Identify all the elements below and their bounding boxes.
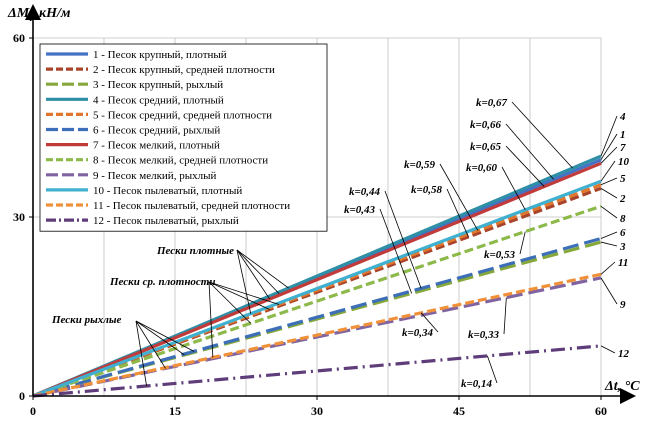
series-line-11 <box>32 272 602 398</box>
end-label-leader <box>600 241 618 247</box>
legend-entry-10: 10 - Песок пылеватый, плотный <box>93 185 242 197</box>
group-leader <box>135 320 195 352</box>
group-leader <box>208 281 280 305</box>
k-label-leader <box>505 123 554 180</box>
k-label-leader <box>384 190 422 289</box>
legend-entry-6: 6 - Песок средний, рыхлый <box>93 125 220 137</box>
end-label-leader <box>600 261 616 275</box>
legend-entry-1: 1 - Песок крупный, плотный <box>93 49 227 61</box>
end-label-1: 1 <box>620 129 626 141</box>
x-tick-label: 0 <box>30 404 36 418</box>
legend-entry-4: 4 - Песок средний, плотный <box>93 94 224 106</box>
k-label: k=0,66 <box>470 119 502 131</box>
k-label-leader <box>501 166 526 211</box>
k-label-leader <box>439 163 479 231</box>
legend-entry-2: 2 - Песок крупный, средней плотности <box>93 64 275 76</box>
k-label: k=0,34 <box>402 327 434 339</box>
series-line-6 <box>32 236 602 398</box>
group-leader <box>208 281 252 324</box>
k-label: k=0,33 <box>468 329 500 341</box>
end-label-leader <box>600 133 618 160</box>
series-line-7 <box>32 161 602 398</box>
end-label-6: 6 <box>620 227 626 239</box>
end-label-3: 3 <box>619 241 626 253</box>
group-annotation: Пески рыхлые <box>51 314 122 326</box>
k-label-leader <box>503 297 507 335</box>
end-label-12: 12 <box>618 348 630 360</box>
k-label-leader <box>519 231 526 255</box>
end-label-8: 8 <box>620 213 626 225</box>
end-label-2: 2 <box>619 193 626 205</box>
legend-entry-9: 9 - Песок мелкий, рыхлый <box>93 170 216 182</box>
legend-entry-11: 11 - Песок пылеватый, средней плотности <box>93 200 290 212</box>
group-leader <box>236 249 252 314</box>
group-leader <box>208 281 270 310</box>
group-leader <box>236 249 289 289</box>
legend-entry-8: 8 - Песок мелкий, средней плотности <box>93 155 268 167</box>
end-label-7: 7 <box>620 142 626 154</box>
y-axis-title: ΔMt, кН/м <box>7 6 71 24</box>
series-lines <box>32 154 602 398</box>
legend-entry-5: 5 - Песок средний, средней плотности <box>93 109 272 121</box>
legend-entry-12: 12 - Песок пылеватый, рыхлый <box>93 215 239 227</box>
end-label-leader <box>600 177 618 186</box>
k-label: k=0,67 <box>476 97 508 109</box>
k-label-leader <box>487 355 498 384</box>
k-label: k=0,65 <box>470 141 502 153</box>
group-leader <box>208 281 214 358</box>
series-line-10 <box>32 179 602 398</box>
x-tick-label: 60 <box>595 404 607 418</box>
series-line-5 <box>32 183 602 398</box>
legend-entry-3: 3 - Песок крупный, рыхлый <box>93 79 223 91</box>
callouts: 123456789101112k=0,67k=0,66k=0,65k=0,60k… <box>51 97 630 390</box>
k-label: k=0,44 <box>349 186 381 198</box>
series-line-12 <box>32 344 602 398</box>
y-tick-label: 60 <box>13 31 25 45</box>
legend: 1 - Песок крупный, плотный 2 - Песок круп… <box>39 43 328 232</box>
k-label-leader <box>420 312 439 333</box>
k-label-leader <box>446 188 469 237</box>
end-label-leader <box>600 160 616 182</box>
group-annotation: Пески плотные <box>156 245 234 257</box>
legend-entry-7: 7 - Песок мелкий, плотный <box>93 140 220 152</box>
group-leader <box>236 249 280 294</box>
k-label: k=0,14 <box>461 378 493 390</box>
x-tick-label: 30 <box>311 404 323 418</box>
end-label-leader <box>600 205 618 219</box>
end-label-leader <box>600 345 616 354</box>
group-leader <box>135 320 147 387</box>
x-tick-label: 15 <box>169 404 181 418</box>
end-label-leader <box>600 277 618 305</box>
k-label: k=0,43 <box>344 204 376 216</box>
end-label-10: 10 <box>618 156 630 168</box>
end-label-4: 4 <box>619 111 626 123</box>
group-leader <box>236 249 270 300</box>
group-leader <box>135 320 166 369</box>
k-label: k=0,59 <box>404 159 436 171</box>
end-label-leader <box>600 115 618 157</box>
end-label-11: 11 <box>618 257 628 269</box>
end-label-leader <box>600 231 618 239</box>
y-tick-label: 30 <box>13 210 25 224</box>
k-label: k=0,60 <box>466 162 498 174</box>
legend-box <box>39 43 328 232</box>
x-tick-label: 45 <box>453 404 465 418</box>
series-line-8 <box>32 204 602 398</box>
end-label-5: 5 <box>620 173 626 185</box>
group-annotation: Пески ср. плотности <box>109 276 215 288</box>
k-label-leader <box>379 208 413 294</box>
series-line-2 <box>32 186 602 398</box>
end-label-9: 9 <box>620 299 626 311</box>
end-label-leader <box>600 146 618 164</box>
k-label-leader <box>511 101 573 169</box>
k-label-leader <box>505 145 545 187</box>
k-label: k=0,53 <box>484 249 516 261</box>
y-tick-label: 0 <box>19 389 25 403</box>
group-leader <box>135 320 185 356</box>
end-label-leader <box>600 188 618 199</box>
x-axis-title: Δt, °C <box>604 379 640 394</box>
k-label: k=0,58 <box>411 184 443 196</box>
